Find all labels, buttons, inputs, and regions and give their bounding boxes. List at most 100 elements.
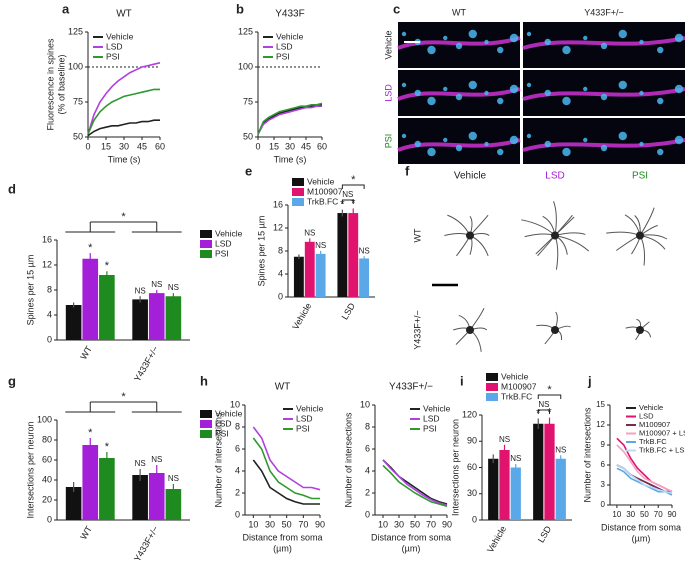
- legend-swatch: [486, 393, 498, 401]
- series-line: [616, 444, 673, 493]
- y-tick-label: 100: [238, 61, 253, 71]
- y-tick-label: 8: [235, 421, 240, 431]
- dendrite: [522, 87, 685, 101]
- annotation: *: [88, 242, 93, 254]
- spine: [509, 33, 519, 43]
- soma: [636, 326, 644, 334]
- x-tick-label: Y433F+/−: [132, 344, 160, 383]
- annotation: *: [547, 384, 552, 396]
- x-tick-label: 30: [285, 141, 295, 151]
- spine: [639, 39, 644, 45]
- bracket: [341, 199, 354, 204]
- legend-swatch: [486, 373, 498, 381]
- panel-letter: f: [405, 163, 410, 178]
- bar: [348, 213, 359, 297]
- x-tick-label: 45: [137, 141, 147, 151]
- spine: [639, 90, 644, 96]
- y-tick-label: 3: [601, 480, 606, 489]
- y-tick-label: 12: [42, 259, 52, 269]
- chart-title: Y433F+/−: [389, 382, 433, 393]
- bar: [315, 253, 326, 297]
- y-tick-label: 4: [365, 465, 370, 475]
- spine: [443, 137, 448, 143]
- spine: [526, 31, 532, 37]
- legend-label: PSI: [276, 51, 290, 61]
- bar: [555, 458, 566, 520]
- bar: [148, 293, 165, 340]
- spine: [562, 96, 571, 106]
- spine: [657, 46, 664, 54]
- x-tick-label: 50: [410, 519, 420, 529]
- bar: [82, 445, 99, 520]
- bar: [99, 458, 115, 520]
- legend-label: M100907 + LSD: [639, 428, 685, 437]
- row-label: WT: [412, 228, 422, 242]
- spine: [468, 131, 477, 141]
- y-tick-label: 6: [365, 443, 370, 453]
- y-tick-label: 6: [235, 443, 240, 453]
- legend-label: LSD: [106, 41, 123, 51]
- legend-label: Vehicle: [296, 403, 324, 413]
- series-line: [87, 119, 160, 137]
- y-tick-label: 75: [73, 96, 83, 106]
- annotation: NS: [168, 283, 179, 292]
- x-tick-label: Vehicle: [485, 524, 508, 554]
- neurite: [639, 235, 646, 266]
- neurite: [447, 214, 471, 236]
- x-tick-label: 0: [85, 141, 90, 151]
- annotation: *: [105, 441, 110, 453]
- y-tick-label: 9: [601, 440, 606, 449]
- panel-chart: a WT 50 75 100 125 Fluorescence in spines (% of…: [45, 1, 165, 164]
- soma: [551, 231, 559, 240]
- y-tick-label: 2: [365, 487, 370, 497]
- y-tick-label: 15: [596, 400, 605, 409]
- bracket: [537, 409, 550, 414]
- bar: [65, 305, 82, 340]
- x-tick-label: 90: [668, 510, 677, 519]
- y-tick-label: 50: [243, 131, 253, 141]
- x-axis-label: Distance from soma: [601, 522, 681, 532]
- y-axis-label: (% of baseline): [56, 54, 66, 114]
- row-label: LSD: [383, 84, 393, 102]
- spine: [427, 147, 436, 157]
- panel-chart: j 0 3 6 9 12 15 Number of intersections 10 30 50 70…: [582, 373, 685, 543]
- neurite: [524, 233, 556, 238]
- bar: [165, 296, 182, 340]
- soma: [636, 231, 644, 240]
- spine: [526, 82, 532, 88]
- annotation: NS: [151, 280, 162, 289]
- x-axis-label: (µm): [402, 543, 421, 553]
- annotation: NS: [510, 454, 521, 463]
- y-tick-label: 0: [235, 509, 240, 519]
- spine: [509, 135, 519, 145]
- legend-label: TrkB.FC: [639, 437, 667, 446]
- legend-label: PSI: [296, 423, 310, 433]
- bracket: [341, 184, 365, 189]
- spine: [427, 45, 436, 55]
- bar: [544, 423, 555, 520]
- panel-letter: i: [460, 373, 464, 388]
- column-label: Vehicle: [454, 171, 487, 182]
- x-tick-label: 10: [248, 519, 258, 529]
- series-line: [382, 464, 448, 507]
- x-tick-label: LSD: [340, 301, 358, 322]
- series-line: [257, 104, 323, 135]
- spine: [583, 137, 588, 143]
- panel-letter: d: [8, 181, 16, 196]
- neurite: [616, 235, 641, 251]
- series-line: [87, 88, 160, 135]
- series-line: [382, 459, 448, 506]
- y-tick-label: 100: [37, 414, 52, 424]
- legend-swatch: [486, 383, 498, 391]
- spine: [618, 29, 627, 39]
- spine: [526, 133, 532, 139]
- y-axis-label: Intersections per neuron: [450, 419, 460, 516]
- column-label: LSD: [545, 171, 564, 182]
- spine: [544, 140, 551, 148]
- y-tick-label: 30: [467, 488, 477, 498]
- spine: [618, 80, 627, 90]
- spine: [544, 89, 551, 97]
- dendrite: [397, 36, 521, 50]
- spine: [562, 147, 571, 157]
